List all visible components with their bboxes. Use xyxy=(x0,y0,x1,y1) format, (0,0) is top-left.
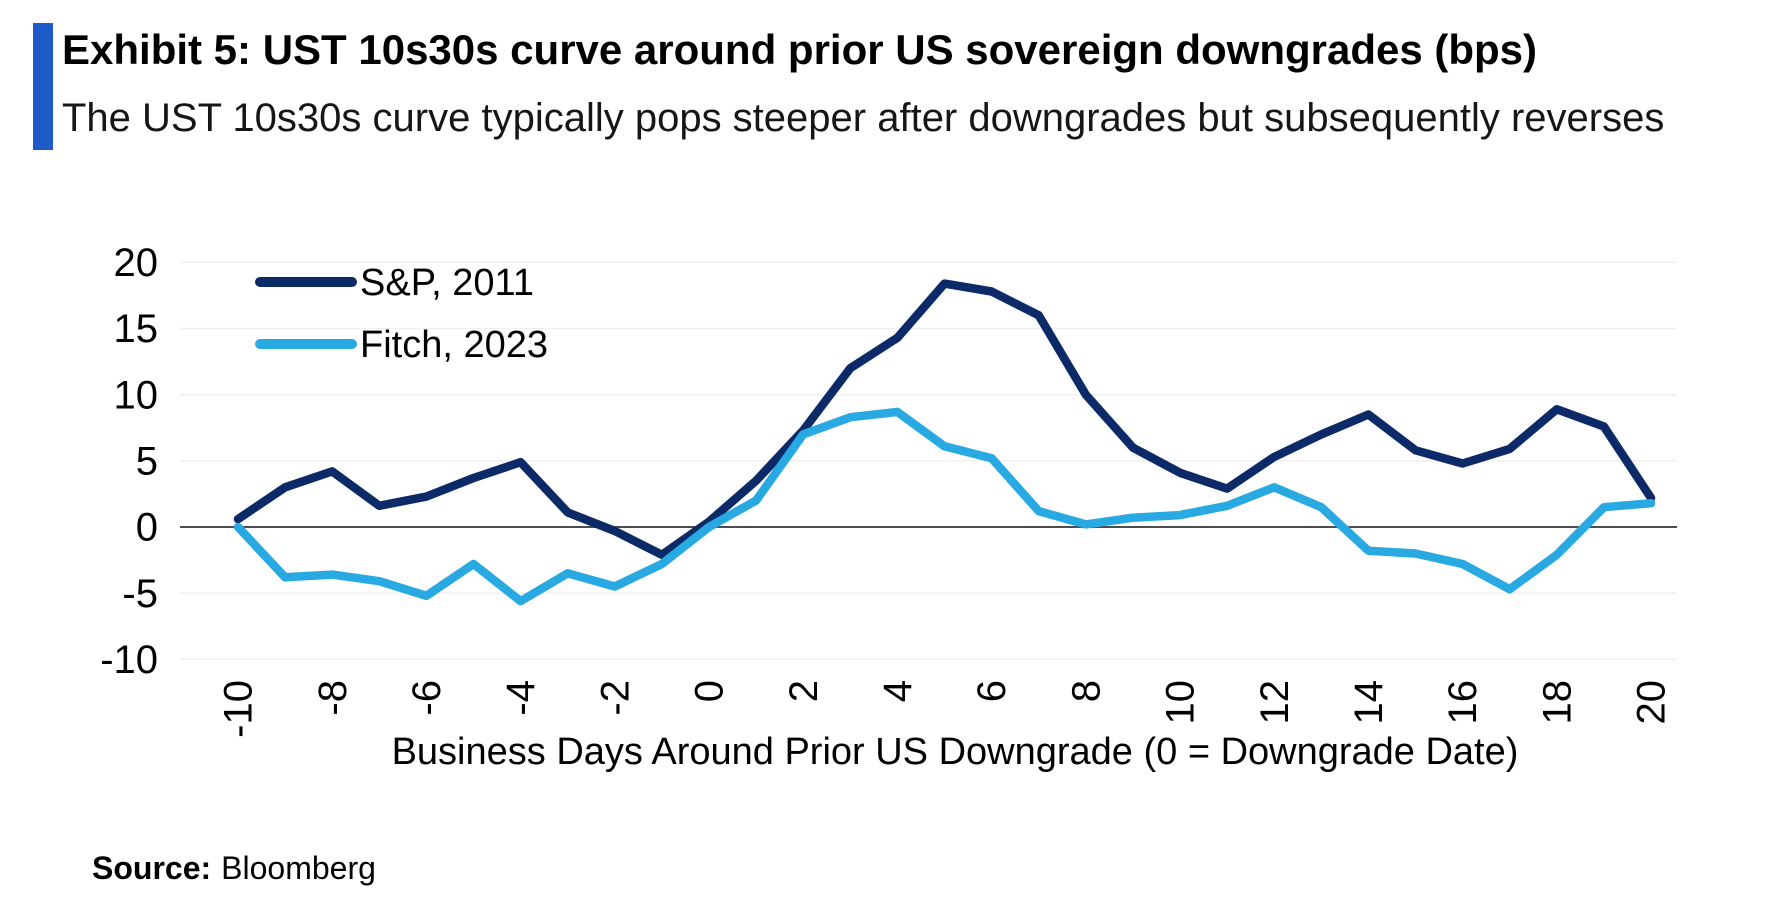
y-tick-label: 10 xyxy=(114,373,159,417)
x-tick-label: 14 xyxy=(1347,680,1391,725)
x-tick-label: 8 xyxy=(1064,680,1108,702)
source-value: Bloomberg xyxy=(221,850,376,886)
x-tick-label: -10 xyxy=(217,680,261,738)
legend-item-fitch-2023: Fitch, 2023 xyxy=(255,324,548,366)
y-tick-label: 15 xyxy=(114,307,159,351)
source-line: Source: Bloomberg xyxy=(92,850,376,887)
x-tick: 8 xyxy=(1064,680,1108,702)
x-tick: 12 xyxy=(1253,680,1297,725)
x-tick-label: -2 xyxy=(593,680,637,716)
x-tick-label: -8 xyxy=(311,680,355,716)
series-line-s-p-2011 xyxy=(233,279,1656,560)
page-title: Exhibit 5: UST 10s30s curve around prior… xyxy=(62,26,1538,73)
x-tick: 4 xyxy=(876,680,920,702)
x-tick-label: 6 xyxy=(970,680,1014,702)
x-tick-label: 16 xyxy=(1441,680,1485,725)
legend-item-s-p-2011: S&P, 2011 xyxy=(255,262,534,304)
x-tick: 16 xyxy=(1441,680,1485,725)
x-tick-label: 20 xyxy=(1630,680,1674,725)
x-tick: 18 xyxy=(1535,680,1579,725)
x-tick-label: 12 xyxy=(1253,680,1297,725)
series-line-fitch-2023 xyxy=(233,407,1656,606)
x-tick: 2 xyxy=(782,680,826,702)
x-tick: -4 xyxy=(499,680,543,716)
x-tick-label: 18 xyxy=(1535,680,1579,725)
y-tick-label: -10 xyxy=(100,638,158,682)
y-tick-label: -5 xyxy=(122,572,158,616)
page-subtitle: The UST 10s30s curve typically pops stee… xyxy=(62,96,1665,140)
x-tick: 20 xyxy=(1630,680,1674,725)
y-tick-label: 0 xyxy=(136,506,158,550)
source-label: Source: xyxy=(92,850,212,886)
y-tick-label: 5 xyxy=(136,439,158,483)
x-tick: 0 xyxy=(688,680,732,702)
x-tick: -6 xyxy=(405,680,449,716)
x-tick: -10 xyxy=(217,680,261,738)
y-tick-label: 20 xyxy=(114,241,159,285)
x-axis-title: Business Days Around Prior US Downgrade … xyxy=(392,731,1519,773)
legend-label: S&P, 2011 xyxy=(360,262,534,304)
x-tick-label: 4 xyxy=(876,680,920,702)
x-tick: -8 xyxy=(311,680,355,716)
accent-bar xyxy=(33,23,53,150)
x-tick-label: -4 xyxy=(499,680,543,716)
x-tick-label: -6 xyxy=(405,680,449,716)
x-tick-label: 0 xyxy=(688,680,732,702)
x-tick: 14 xyxy=(1347,680,1391,725)
x-tick-label: 10 xyxy=(1159,680,1203,725)
x-tick-label: 2 xyxy=(782,680,826,702)
x-tick: -2 xyxy=(593,680,637,716)
legend-label: Fitch, 2023 xyxy=(360,324,548,366)
x-tick: 6 xyxy=(970,680,1014,702)
x-tick: 10 xyxy=(1159,680,1203,725)
